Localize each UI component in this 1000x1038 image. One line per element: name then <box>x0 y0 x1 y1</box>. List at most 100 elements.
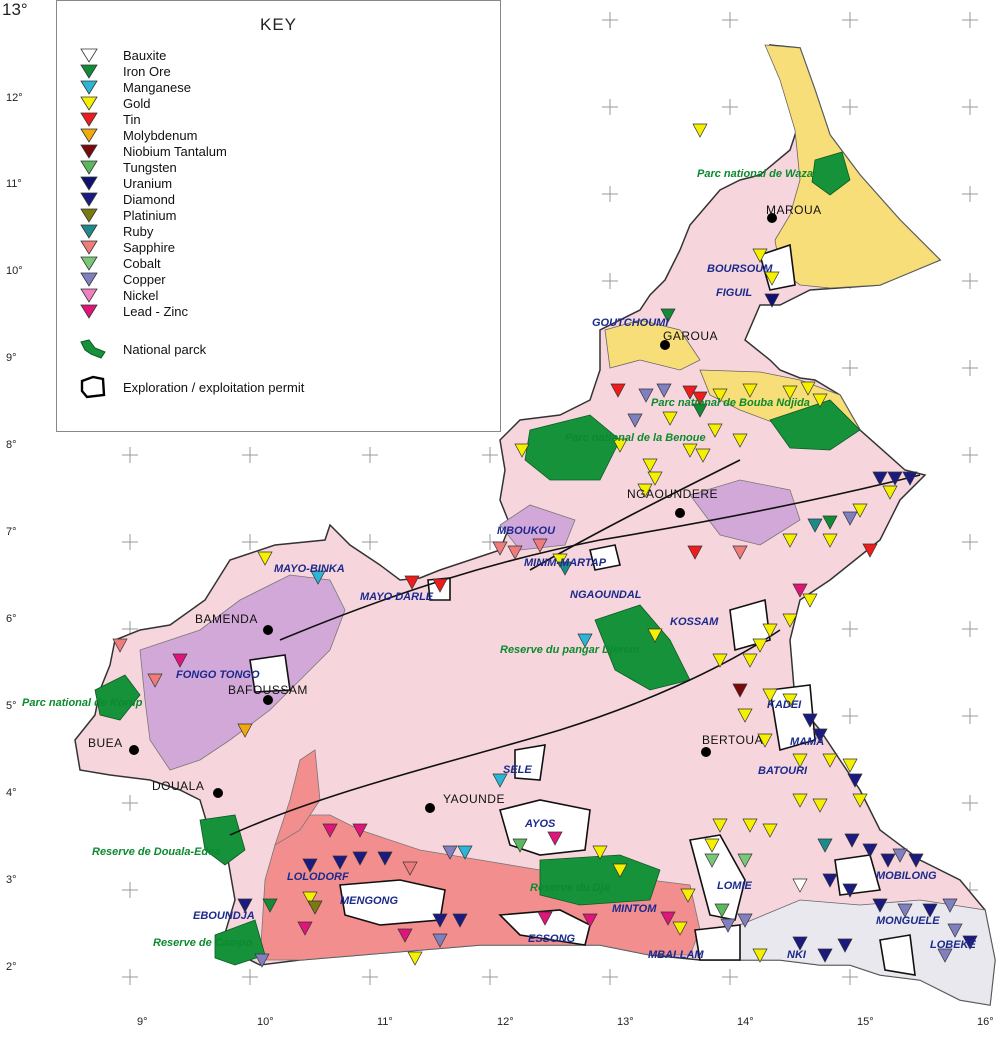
grid-cross <box>122 969 138 985</box>
grid-cross <box>362 969 378 985</box>
mineral-marker <box>692 403 708 418</box>
legend-row-9: Diamond <box>79 191 175 207</box>
legend-row-label: Molybdenum <box>123 127 198 143</box>
city-dot-yaounde <box>425 803 435 813</box>
legend-title: KEY <box>259 15 298 34</box>
legend-row-0: Bauxite <box>79 47 166 63</box>
park-korup <box>94 674 141 721</box>
mineral-marker <box>762 688 778 703</box>
mineral-marker <box>302 858 318 873</box>
mineral-marker <box>712 388 728 403</box>
lon-label-13: 13° <box>617 1016 634 1028</box>
legend-row-6: Niobium Tantalum <box>79 143 227 159</box>
mineral-marker <box>757 733 773 748</box>
mineral-marker <box>512 838 528 853</box>
mineral-marker <box>844 833 860 848</box>
legend-row-15: Nickel <box>79 287 158 303</box>
grid-cross <box>722 969 738 985</box>
legend-row-label: Gold <box>123 95 151 111</box>
legend-row-8: Uranium <box>79 175 172 191</box>
mineral-marker <box>397 928 413 943</box>
mineral-marker <box>704 853 720 868</box>
legend-row-10: Platinium <box>79 207 176 223</box>
permit-label-fongo-tongo: FONGO TONGO <box>176 669 260 681</box>
permit-label-goutchoumi: GOUTCHOUMI <box>592 317 669 329</box>
triangle-marker-icon <box>80 192 98 207</box>
mineral-marker <box>714 903 730 918</box>
lat-label-6: 6° <box>6 613 17 625</box>
park-label-campo: Reserve de Campo <box>153 937 252 949</box>
triangle-marker-icon <box>80 176 98 191</box>
mineral-marker <box>610 383 626 398</box>
mineral-marker <box>742 383 758 398</box>
legend-row-3: Gold <box>79 95 150 111</box>
mineral-marker <box>937 948 953 963</box>
lon-label-15: 15° <box>857 1016 874 1028</box>
mineral-marker <box>902 471 918 486</box>
grid-cross <box>842 969 858 985</box>
grid-cross <box>482 447 498 463</box>
grid-cross <box>842 99 858 115</box>
mineral-marker <box>732 683 748 698</box>
mineral-marker <box>792 793 808 808</box>
triangle-marker-icon <box>80 208 98 223</box>
mineral-marker <box>695 448 711 463</box>
triangle-marker-icon <box>80 160 98 175</box>
mineral-marker <box>680 888 696 903</box>
triangle-marker-icon <box>80 272 98 287</box>
permit-sele-shape <box>514 744 546 781</box>
lat-label-3: 3° <box>6 874 17 886</box>
permit-fongo-shape <box>249 654 291 693</box>
lat-label-4: 4° <box>6 787 17 799</box>
lat-label-7: 7° <box>6 526 17 538</box>
permit-essong-shape <box>498 909 591 946</box>
permit-label-boursoum: BOURSOUM <box>707 263 773 275</box>
lon-label-14: 14° <box>737 1016 754 1028</box>
permit-label-kadei: KADEI <box>767 699 802 711</box>
legend-row-2: Manganese <box>79 79 191 95</box>
city-layer: MAROUA GAROUA NGAOUNDERE BAMENDA BAFOUSS… <box>88 203 821 813</box>
map-legend: KEY Bauxite Iron Ore Manganese Gold Tin Molyb… <box>56 0 501 432</box>
mineral-marker <box>712 653 728 668</box>
permit-label-ngaoundal: NGAOUNDAL <box>570 589 642 601</box>
mineral-marker <box>897 903 913 918</box>
legend-row-label: Cobalt <box>123 255 161 271</box>
mineral-marker <box>612 863 628 878</box>
grid-cross <box>842 360 858 376</box>
grid-cross <box>962 273 978 289</box>
grid-cross <box>242 534 258 550</box>
legend-row-label: Uranium <box>123 175 173 191</box>
grid-cross <box>122 534 138 550</box>
mineral-marker <box>887 471 903 486</box>
city-ngaoundere: NGAOUNDERE <box>627 487 718 501</box>
permit-label-kossam: KOSSAM <box>670 616 719 628</box>
legend-row-1: Iron Ore <box>79 63 171 79</box>
mineral-marker <box>638 388 654 403</box>
permit-label-minim-martap: MINIM-MARTAP <box>524 557 607 569</box>
mineral-marker <box>112 638 128 653</box>
grid-cross <box>602 12 618 28</box>
mineral-marker <box>662 411 678 426</box>
mineral-marker <box>432 913 448 928</box>
grid-cross <box>602 186 618 202</box>
grid-cross <box>842 621 858 637</box>
north-zone-2 <box>604 319 701 371</box>
triangle-marker-icon <box>80 48 98 63</box>
grid-cross <box>962 99 978 115</box>
mineral-marker <box>492 541 508 556</box>
mineral-marker <box>792 878 808 893</box>
mineral-marker <box>962 935 978 950</box>
mineral-marker <box>442 845 458 860</box>
mineral-marker <box>742 818 758 833</box>
legend-row-label: Tin <box>123 111 141 127</box>
mineral-marker <box>817 838 833 853</box>
legend-permit-row: Exploration / exploitation permit <box>79 375 304 399</box>
mineral-marker <box>812 728 828 743</box>
permit-label-figuil: FIGUIL <box>716 287 752 299</box>
permit-label-mayo-binka: MAYO-BINKA <box>274 563 345 575</box>
south-zone-strip <box>274 749 321 846</box>
mineral-marker <box>682 443 698 458</box>
permit-kadei-shape <box>769 684 816 752</box>
mineral-marker <box>782 613 798 628</box>
mineral-marker <box>792 936 808 951</box>
